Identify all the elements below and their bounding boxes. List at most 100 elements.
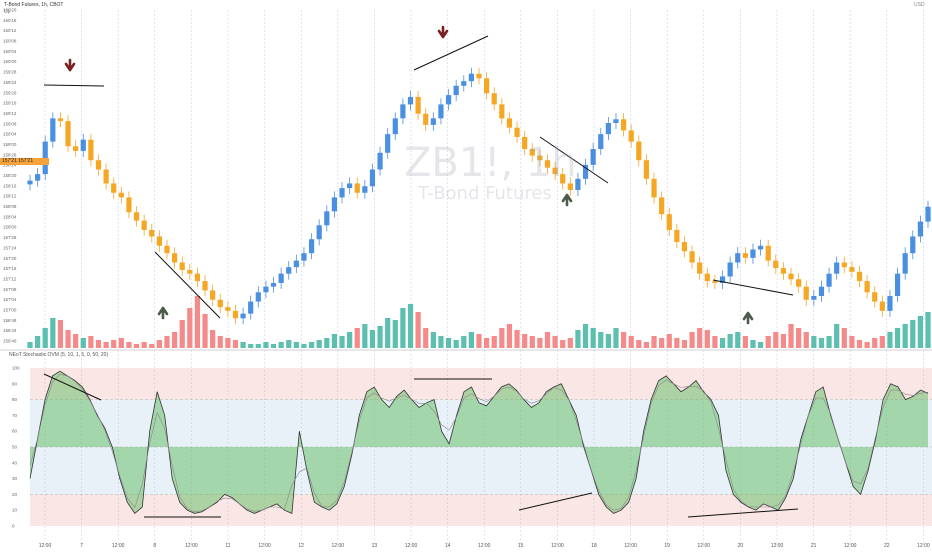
x-tick-label-8: 12:00	[332, 543, 345, 549]
y-tick-label-23: 159'16	[3, 101, 17, 106]
volume-bar	[796, 328, 802, 348]
volume-bar	[95, 340, 102, 348]
volume-bar	[902, 324, 908, 348]
y-tick-label-12: 158'04	[3, 214, 17, 219]
y-tick-label-8: 157'20	[3, 256, 17, 261]
x-tick-label-24: 12:00	[917, 543, 930, 549]
candle-body	[575, 178, 581, 190]
candle-body	[613, 119, 619, 123]
candle-body	[392, 118, 398, 135]
volume-bar	[750, 340, 756, 348]
y-tick-label-22: 159'12	[3, 111, 17, 116]
volume-bar	[803, 332, 809, 348]
y-tick-label-31: 160'16	[3, 18, 17, 23]
candle-body	[316, 225, 322, 240]
candle-body	[468, 73, 474, 82]
volume-bar	[674, 338, 680, 348]
x-tick-label-3: 8	[153, 543, 156, 549]
candle-body	[491, 93, 497, 105]
volume-bar	[354, 328, 360, 348]
volume-bar	[925, 312, 931, 348]
volume-bar	[164, 336, 170, 348]
x-tick-label-0: 12:00	[39, 543, 52, 549]
volume-bar	[476, 334, 482, 348]
volume-bar	[331, 334, 338, 348]
volume-bar	[377, 326, 383, 348]
candle-body	[225, 307, 231, 311]
stoch-y-tick-6: 60	[12, 429, 18, 434]
candle-body	[666, 214, 672, 230]
volume-bar	[697, 328, 703, 348]
stoch-y-tick-7: 70	[12, 413, 18, 418]
candle-body	[187, 269, 193, 274]
candle-body	[484, 78, 490, 94]
sell-arrow-2	[437, 25, 449, 39]
price-badge: 157'21 157'21	[0, 158, 49, 165]
stoch-y-tick-5: 50	[12, 445, 18, 450]
candle-body	[171, 253, 178, 263]
x-tick-label-16: 12:00	[624, 543, 637, 549]
x-tick-label-17: 19	[664, 543, 670, 549]
volume-bar	[126, 342, 132, 348]
candle-body	[628, 130, 634, 142]
y-tick-label-13: 158'08	[3, 204, 17, 209]
x-tick-label-7: 12	[298, 543, 304, 549]
volume-bar	[712, 336, 718, 348]
candle-body	[499, 104, 505, 119]
candle-body	[415, 96, 421, 114]
candle-body	[925, 206, 931, 222]
volume-bar	[613, 328, 619, 348]
candle-body	[605, 123, 611, 135]
volume-bar	[636, 340, 642, 348]
y-tick-label-11: 158'00	[3, 225, 17, 230]
candle-body	[681, 242, 688, 252]
candle-body	[879, 301, 885, 311]
candle-body	[278, 273, 284, 283]
price-trendline-2	[413, 35, 489, 71]
volume-bar	[666, 334, 672, 348]
volume-bar	[651, 336, 657, 348]
candle-body	[735, 253, 741, 263]
stoch-band-overbought	[30, 368, 932, 400]
volume-bar	[628, 336, 634, 348]
stoch-y-tick-0: 0	[12, 524, 15, 529]
y-tick-label-17: 158'24	[3, 163, 17, 168]
watermark-symbol: ZB1!, 1h	[404, 140, 577, 186]
volume-bar	[73, 334, 79, 348]
y-tick-label-27: 160'00	[3, 59, 17, 64]
price-trendline-3	[539, 136, 609, 184]
price-trendline-0	[43, 84, 105, 87]
y-tick-label-3: 157'00	[3, 307, 17, 312]
candle-body	[65, 121, 71, 147]
volume-bar	[826, 336, 832, 348]
candle-body	[149, 229, 155, 237]
candle-body	[689, 251, 695, 263]
y-tick-label-28: 160'04	[3, 49, 17, 54]
candle-body	[461, 81, 467, 86]
x-tick-label-22: 12:00	[844, 543, 857, 549]
volume-bar	[894, 328, 901, 348]
volume-bar	[65, 330, 71, 348]
candle-body	[864, 281, 870, 293]
volume-bar	[324, 338, 330, 348]
x-tick-label-1: 7	[80, 543, 83, 549]
candle-body	[910, 236, 916, 254]
volume-bar	[111, 340, 117, 348]
volume-bar	[42, 328, 48, 348]
volume-bar	[484, 338, 490, 348]
volume-bar	[887, 332, 893, 348]
volume-bar	[88, 336, 94, 348]
candle-body	[57, 118, 64, 122]
candle-body	[407, 96, 414, 105]
volume-bar	[590, 328, 596, 348]
volume-bar	[347, 332, 353, 348]
y-tick-label-14: 158'12	[3, 194, 17, 199]
volume-bar	[529, 336, 535, 348]
stoch-trendline-4	[687, 508, 799, 518]
volume-bar	[80, 338, 86, 348]
candle-body	[164, 245, 170, 254]
volume-bar	[270, 344, 277, 348]
volume-bar	[156, 340, 162, 348]
candle-body	[780, 268, 787, 274]
